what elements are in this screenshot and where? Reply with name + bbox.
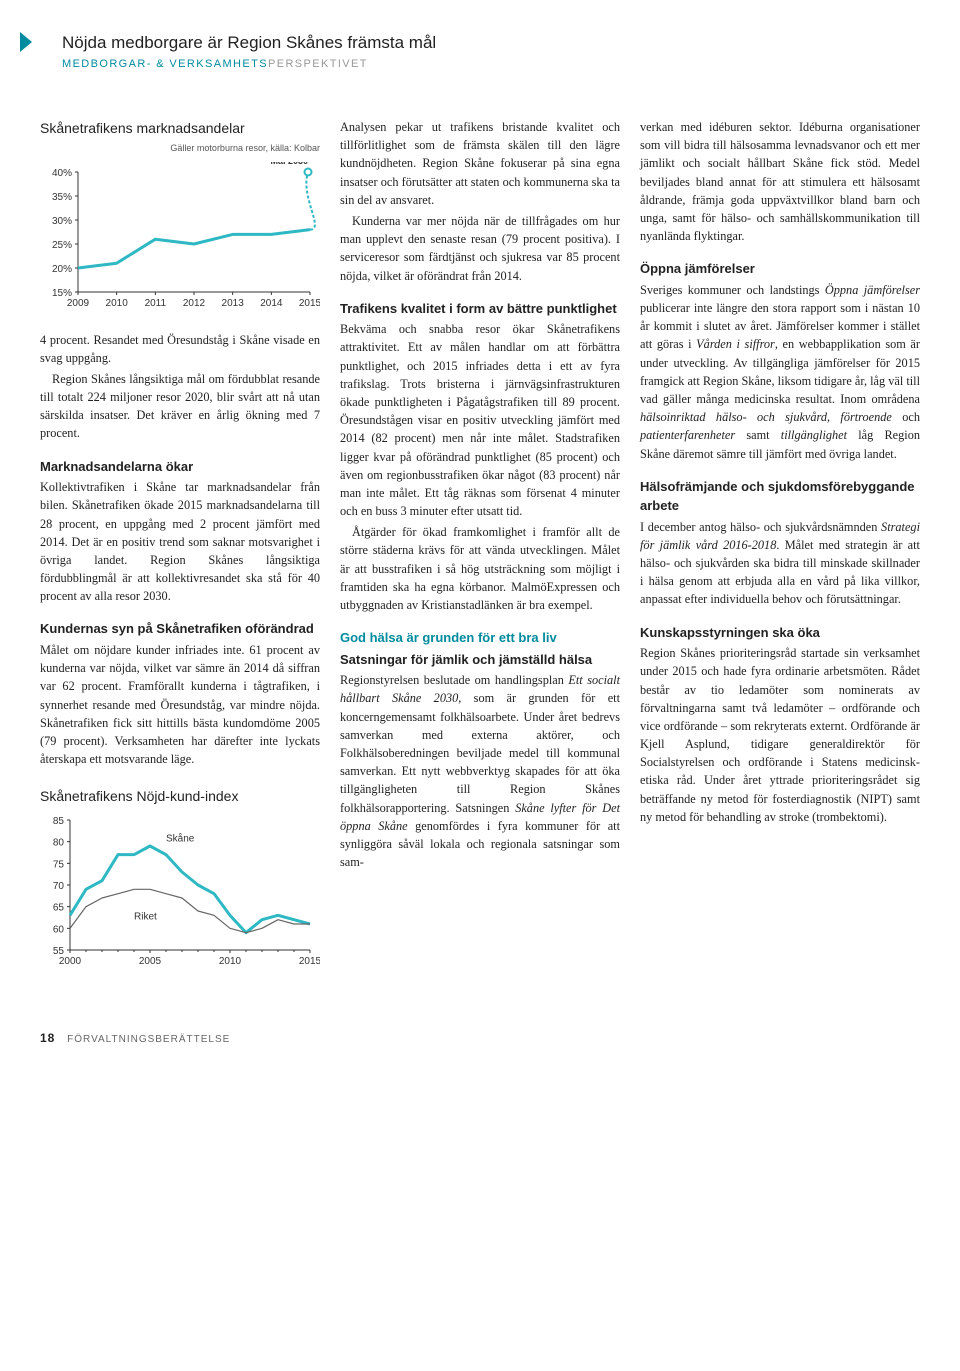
svg-text:85: 85 (53, 816, 65, 827)
svg-text:65: 65 (53, 903, 65, 914)
col2-p1: Analysen pekar ut trafikens bristande kv… (340, 118, 620, 209)
svg-text:20%: 20% (52, 264, 72, 275)
col2-p5: Regionstyrelsen beslutade om handlingspl… (340, 671, 620, 871)
page-footer: 18 FÖRVALTNINGSBERÄTTELSE (40, 1029, 920, 1047)
page-number: 18 (40, 1031, 55, 1045)
svg-text:2010: 2010 (219, 956, 242, 967)
col3-h3: Kunskapsstyrningen ska öka (640, 623, 920, 643)
column-2: Analysen pekar ut trafikens bristande kv… (340, 118, 620, 989)
column-1: Skånetrafikens marknadsandelar Gäller mo… (40, 118, 320, 989)
col3-p3: I december antog hälso- och sjukvårdsnäm… (640, 518, 920, 609)
col3-p2: Sveriges kommuner och landstings Öppna j… (640, 281, 920, 463)
col2-p2: Kunderna var mer nöjda när de tillfrågad… (340, 212, 620, 285)
chart1-title: Skånetrafikens marknadsandelar (40, 118, 320, 139)
chart-marknadsandelar: Skånetrafikens marknadsandelar Gäller mo… (40, 118, 320, 317)
svg-text:80: 80 (53, 838, 65, 849)
svg-text:30%: 30% (52, 216, 72, 227)
chart-nojd-kund: Skånetrafikens Nöjd-kund-index 556065707… (40, 786, 320, 975)
svg-text:Mål 2030: Mål 2030 (270, 162, 308, 166)
svg-text:2012: 2012 (183, 298, 206, 309)
footer-label: FÖRVALTNINGSBERÄTTELSE (67, 1034, 230, 1045)
svg-text:35%: 35% (52, 192, 72, 203)
svg-text:2009: 2009 (67, 298, 90, 309)
page-title: Nöjda medborgare är Region Skånes främst… (62, 30, 436, 56)
col3-h2: Hälsofrämjande och sjukdomsförebyggande … (640, 477, 920, 516)
col1-p1: 4 procent. Resandet med Öresundståg i Sk… (40, 331, 320, 367)
page-subtitle: MEDBORGAR- & VERKSAMHETSPERSPEKTIVET (62, 56, 436, 73)
col2-p3: Bekväma och snabba resor ökar Skånetrafi… (340, 320, 620, 520)
svg-text:Riket: Riket (134, 912, 157, 923)
col1-p2: Region Skånes långsiktiga mål om fördubb… (40, 370, 320, 443)
col2-h2b: Satsningar för jämlik och jämställd häls… (340, 650, 620, 670)
svg-text:2013: 2013 (222, 298, 245, 309)
svg-text:75: 75 (53, 860, 65, 871)
page-header: Nöjda medborgare är Region Skånes främst… (40, 30, 920, 112)
chart1-svg: 15%20%25%30%35%40%2009201020112012201320… (40, 162, 320, 312)
col2-p4: Åtgärder för ökad framkomlighet i framfö… (340, 523, 620, 614)
svg-text:40%: 40% (52, 168, 72, 179)
svg-text:70: 70 (53, 881, 65, 892)
svg-text:2005: 2005 (139, 956, 162, 967)
svg-text:2011: 2011 (145, 298, 167, 309)
col3-p4: Region Skånes prioriteringsråd startade … (640, 644, 920, 826)
col2-h1: Trafikens kvalitet i form av bättre punk… (340, 299, 620, 319)
chart2-title: Skånetrafikens Nöjd-kund-index (40, 786, 320, 807)
svg-text:2010: 2010 (106, 298, 129, 309)
col2-h2a: God hälsa är grunden för ett bra liv (340, 628, 620, 648)
col1-p4: Målet om nöjdare kunder infriades inte. … (40, 641, 320, 768)
svg-text:60: 60 (53, 925, 65, 936)
col1-p3: Kollektivtrafiken i Skåne tar marknadsan… (40, 478, 320, 605)
content-columns: Skånetrafikens marknadsandelar Gäller mo… (40, 118, 920, 989)
chart2-svg: 556065707580852000200520102015SkåneRiket (40, 810, 320, 970)
svg-text:Skåne: Skåne (166, 833, 195, 845)
col3-p1: verkan med idéburen sektor. Idéburna org… (640, 118, 920, 245)
col1-h2: Kundernas syn på Skånetrafiken oförändra… (40, 619, 320, 639)
subtitle-main: MEDBORGAR- & VERKSAMHETS (62, 58, 268, 70)
header-chevron-icon (20, 32, 32, 52)
subtitle-dim: PERSPEKTIVET (268, 58, 368, 70)
chart1-subtitle: Gäller motorburna resor, källa: Kolbar (40, 142, 320, 156)
svg-text:25%: 25% (52, 240, 72, 251)
col1-h1: Marknadsandelarna ökar (40, 457, 320, 477)
svg-text:2015: 2015 (299, 298, 320, 309)
svg-text:2015: 2015 (299, 956, 320, 967)
svg-text:2000: 2000 (59, 956, 82, 967)
column-3: verkan med idéburen sektor. Idéburna org… (640, 118, 920, 989)
col3-h1: Öppna jämförelser (640, 259, 920, 279)
svg-text:2014: 2014 (260, 298, 283, 309)
